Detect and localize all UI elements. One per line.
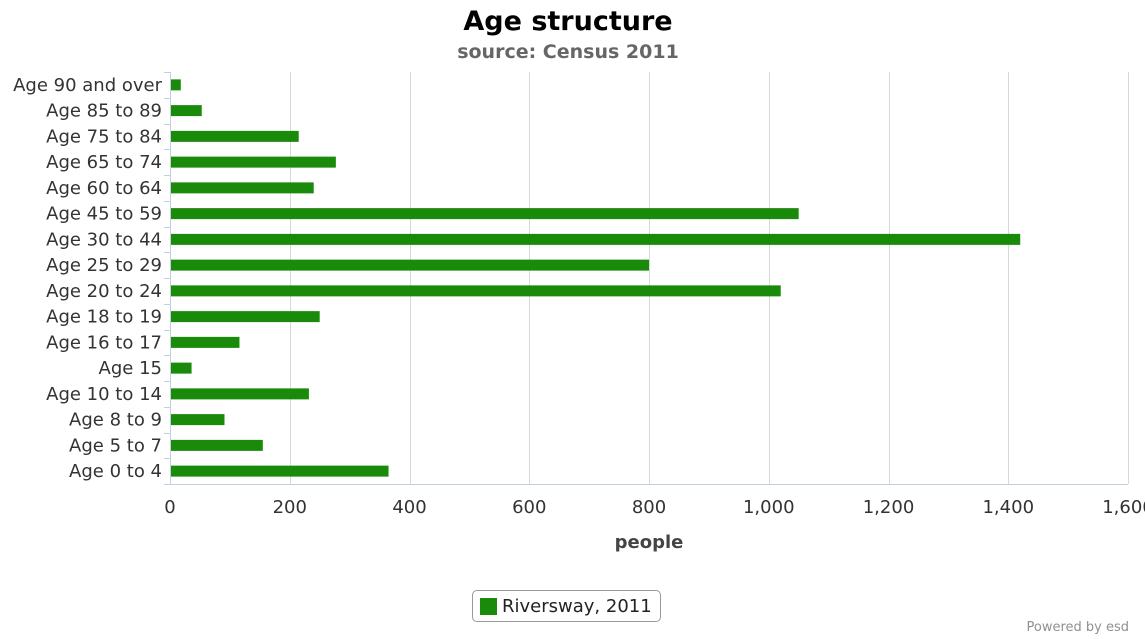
x-tick-label: 1,600 <box>1102 497 1145 518</box>
bar[interactable] <box>171 130 299 142</box>
bar[interactable] <box>171 182 314 194</box>
bar[interactable] <box>171 285 781 297</box>
bar[interactable] <box>171 79 181 91</box>
bar[interactable] <box>171 105 202 117</box>
category-label: Age 60 to 64 <box>46 178 162 199</box>
legend-item[interactable]: Riversway, 2011 <box>472 590 661 622</box>
x-tick-label: 1,200 <box>863 497 915 518</box>
category-label: Age 10 to 14 <box>46 384 162 405</box>
category-label: Age 85 to 89 <box>46 101 162 122</box>
x-tick-labels: 0 200 400 600 800 1,000 1,200 1,400 1,600 <box>164 497 1145 518</box>
bar[interactable] <box>171 362 192 374</box>
category-label: Age 0 to 4 <box>69 461 162 482</box>
bar[interactable] <box>171 439 263 451</box>
category-label: Age 25 to 29 <box>46 255 162 276</box>
legend-label: Riversway, 2011 <box>502 595 652 617</box>
bar[interactable] <box>171 336 240 348</box>
category-label: Age 5 to 7 <box>69 435 162 456</box>
category-label: Age 65 to 74 <box>46 152 162 173</box>
bar[interactable] <box>171 388 309 400</box>
bar[interactable] <box>171 233 1021 245</box>
bar[interactable] <box>171 414 225 426</box>
bar-series <box>171 79 1021 477</box>
category-label: Age 20 to 24 <box>46 281 162 302</box>
category-label: Age 16 to 17 <box>46 332 162 353</box>
credits-link[interactable]: Powered by esd <box>1026 620 1129 635</box>
axes <box>164 72 1128 485</box>
category-label: Age 45 to 59 <box>46 204 162 225</box>
category-label: Age 90 and over <box>13 75 162 96</box>
category-label: Age 30 to 44 <box>46 229 162 250</box>
x-tick-label: 1,400 <box>982 497 1034 518</box>
bar[interactable] <box>171 311 320 323</box>
x-tick-label: 400 <box>392 497 426 518</box>
legend-swatch <box>480 597 497 615</box>
x-tick-label: 1,000 <box>743 497 795 518</box>
x-tick-label: 0 <box>164 497 175 518</box>
category-label: Age 8 to 9 <box>69 410 162 431</box>
bar[interactable] <box>171 156 336 168</box>
bar[interactable] <box>171 208 799 220</box>
category-label: Age 75 to 84 <box>46 126 162 147</box>
x-tick-label: 600 <box>512 497 546 518</box>
chart-subtitle: source: Census 2011 <box>457 41 679 63</box>
bar[interactable] <box>171 259 649 271</box>
x-tick-label: 800 <box>632 497 666 518</box>
category-labels: Age 90 and over Age 85 to 89 Age 75 to 84 A… <box>13 75 162 482</box>
category-label: Age 18 to 19 <box>46 307 162 328</box>
x-tick-label: 200 <box>273 497 307 518</box>
chart-title: Age structure <box>463 6 672 37</box>
bar[interactable] <box>171 465 389 477</box>
grid-lines <box>290 72 1129 484</box>
category-label: Age 15 <box>99 358 162 379</box>
x-axis-title: people <box>615 532 684 553</box>
